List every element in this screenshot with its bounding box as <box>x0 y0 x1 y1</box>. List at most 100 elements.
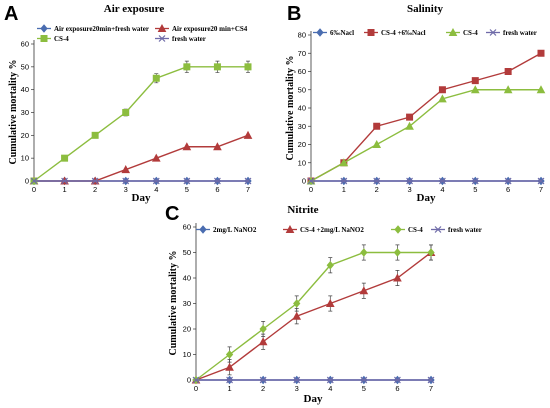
x-tick-label: 0 <box>309 185 313 194</box>
legend-label: fresh water <box>448 226 482 234</box>
legend: 6‰Nacl CS-4 +6‰Nacl CS-4 fresh water <box>313 27 537 37</box>
legend-item: Air exposure20 min+CS4 <box>155 23 248 33</box>
series-2 <box>30 60 252 185</box>
y-tick-label: 20 <box>298 140 306 149</box>
x-tick-label: 5 <box>473 185 477 194</box>
y-axis-label: Cumulative mortality % <box>168 251 179 356</box>
y-tick-label: 40 <box>298 104 306 113</box>
series-3 <box>192 376 435 384</box>
series-3 <box>30 177 252 185</box>
series-3 <box>307 177 545 185</box>
data-point <box>373 122 381 130</box>
legend-label: fresh water <box>503 29 537 37</box>
y-tick-label: 0 <box>25 177 29 186</box>
data-point <box>244 177 252 185</box>
data-point <box>339 158 349 167</box>
data-point <box>61 154 69 162</box>
y-tick-label: 30 <box>183 299 191 308</box>
chart-title: Salinity <box>407 3 444 15</box>
x-tick-label: 5 <box>185 185 189 194</box>
legend-marker <box>285 224 295 233</box>
data-point <box>326 376 334 384</box>
legend-item: 6‰Nacl <box>313 28 354 37</box>
legend-item: CS-4 <box>391 225 423 234</box>
legend-marker <box>489 29 497 36</box>
series-2 <box>192 244 435 385</box>
x-tick-label: 3 <box>295 384 299 393</box>
x-tick-label: 0 <box>32 185 36 194</box>
legend-marker <box>367 29 375 36</box>
y-tick-label: 40 <box>21 85 29 94</box>
data-point <box>359 286 369 295</box>
data-point <box>225 362 234 371</box>
legend-label: fresh water <box>172 35 206 43</box>
data-point <box>91 131 99 139</box>
y-tick-label: 50 <box>183 248 191 257</box>
y-tick-label: 70 <box>298 49 306 58</box>
legend-label: 6‰Nacl <box>330 29 354 37</box>
panel-letter: B <box>287 3 301 25</box>
data-point <box>326 260 334 270</box>
legend-label: CS-4 <box>54 35 69 43</box>
legend-item: CS-4 <box>446 27 478 37</box>
x-tick-label: 6 <box>506 185 510 194</box>
y-tick-label: 30 <box>21 108 29 117</box>
y-axis-label: Cumulative mortality % <box>8 60 19 165</box>
chart-title: Nitrite <box>287 204 318 216</box>
data-point <box>325 298 335 307</box>
legend-label: Air exposure20 min+CS4 <box>172 25 248 33</box>
legend-item: fresh water <box>431 226 482 234</box>
legend-label: CS-4 <box>408 226 423 234</box>
legend-label: CS-4 +2mg/L NaNO2 <box>300 226 364 234</box>
data-point <box>244 63 252 71</box>
legend-item: fresh water <box>155 35 206 43</box>
legend-item: CS-4 +2mg/L NaNO2 <box>283 224 364 234</box>
data-point <box>537 49 545 57</box>
x-axis-label: Day <box>417 192 436 204</box>
legend-marker <box>157 23 167 32</box>
data-point <box>121 165 131 174</box>
x-tick-label: 4 <box>440 185 444 194</box>
data-point <box>471 177 479 185</box>
data-point <box>122 177 130 185</box>
data-point <box>504 177 512 185</box>
x-tick-label: 2 <box>375 185 379 194</box>
y-tick-label: 0 <box>187 376 191 385</box>
data-point <box>151 153 161 162</box>
data-point <box>293 299 301 308</box>
data-point <box>340 177 348 185</box>
data-point <box>394 376 401 384</box>
y-tick-label: 10 <box>183 350 191 359</box>
x-tick-label: 2 <box>93 185 97 194</box>
series-line <box>310 89 541 182</box>
data-point <box>438 94 447 103</box>
data-point <box>360 248 368 257</box>
data-point <box>504 68 512 75</box>
data-point <box>152 74 160 82</box>
x-tick-label: 3 <box>124 185 128 194</box>
y-tick-label: 60 <box>298 67 306 76</box>
series-2 <box>306 85 546 185</box>
chart-panel-c: C Nitrite 0 10 20 30 40 50 60 0 1 2 3 4 5 6 7 Cumulative … <box>165 203 482 405</box>
x-axis-label: Day <box>132 192 151 204</box>
data-point <box>259 324 267 334</box>
x-tick-label: 1 <box>342 185 346 194</box>
x-tick-label: 4 <box>328 384 332 393</box>
series-line <box>195 251 432 381</box>
x-tick-label: 0 <box>194 384 198 393</box>
legend-marker <box>448 27 458 36</box>
data-point <box>30 177 38 185</box>
chart-panel-a: A Air exposure 0 10 20 30 40 50 60 0 1 2 3 4 5 6 7 Cumula… <box>4 3 253 204</box>
series-line <box>195 251 431 381</box>
data-point <box>405 121 414 130</box>
data-point <box>360 376 368 384</box>
y-tick-label: 30 <box>298 122 306 131</box>
y-tick-label: 0 <box>302 177 306 186</box>
legend-marker <box>199 225 207 234</box>
legend: 2mg/L NaNO2 CS-4 +2mg/L NaNO2 CS-4 fresh wa… <box>196 224 482 234</box>
y-axis-label: Cumulative mortality % <box>285 56 296 161</box>
data-point <box>537 177 545 185</box>
x-tick-label: 2 <box>261 384 265 393</box>
legend-label: CS-4 +6‰Nacl <box>381 29 426 37</box>
y-tick-label: 20 <box>183 325 191 334</box>
